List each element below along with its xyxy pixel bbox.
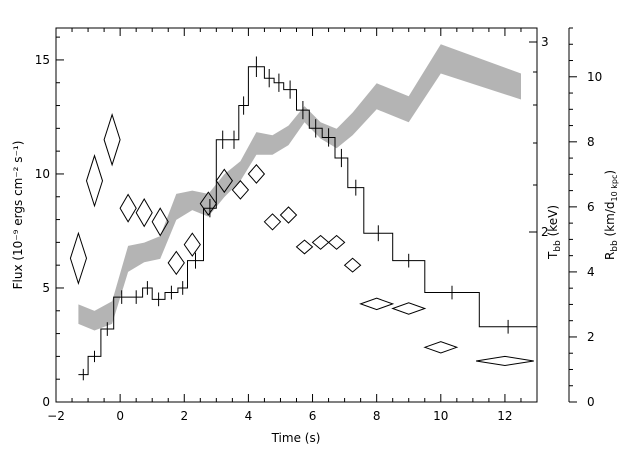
x-tick-label: 6 xyxy=(309,409,317,423)
right-axis-label: Rbb (km/d10 kpc) xyxy=(603,170,620,260)
middle-axis-label-main: T xyxy=(546,251,560,260)
x-tick-label: −2 xyxy=(47,409,65,423)
temperature-diamond xyxy=(135,198,153,228)
temperature-diamond-layer xyxy=(69,113,534,367)
right-axis-label-unit-sub: 10 kpc xyxy=(610,175,619,202)
x-tick-label: 0 xyxy=(116,409,124,423)
flux-histogram-layer xyxy=(78,56,537,381)
temperature-diamond xyxy=(343,257,362,273)
right-axis-label-sub: bb xyxy=(610,240,620,252)
x-tick-label: 8 xyxy=(373,409,381,423)
left-tick-label: 10 xyxy=(35,167,50,181)
left-axis-label: Flux (10⁻⁹ ergs cm⁻² s⁻¹) xyxy=(11,141,25,290)
temperature-diamond xyxy=(231,180,250,200)
x-tick-label: 12 xyxy=(497,409,512,423)
right-axis-label-unit-prefix: (km/d xyxy=(603,201,617,240)
temperature-diamond xyxy=(279,206,298,224)
axis-label-layer: Time (s) Flux (10⁻⁹ ergs cm⁻² s⁻¹) Tbb (… xyxy=(11,141,620,445)
right-tick-label: 8 xyxy=(587,135,595,149)
temperature-diamond xyxy=(263,213,282,231)
temperature-diamond xyxy=(151,207,169,237)
temperature-diamond xyxy=(391,302,427,315)
temperature-diamond xyxy=(103,113,121,167)
temperature-diamond xyxy=(69,231,88,286)
temperature-diamond xyxy=(423,341,459,354)
x-tick-label: 4 xyxy=(245,409,253,423)
middle-tick-label: 3 xyxy=(541,35,549,49)
middle-axis-label: Tbb (keV) xyxy=(546,205,563,260)
middle-tick-label: 2 xyxy=(541,225,549,239)
middle-axis-label-unit: (keV) xyxy=(546,205,560,240)
temperature-diamond xyxy=(311,234,330,250)
right-axis-label-main: R xyxy=(603,252,617,260)
temperature-diamond xyxy=(295,239,314,255)
temperature-diamond xyxy=(167,250,185,276)
right-tick-label: 4 xyxy=(587,265,595,279)
x-axis-label: Time (s) xyxy=(271,431,321,445)
temperature-diamond xyxy=(247,164,266,184)
x-tick-label: 10 xyxy=(433,409,448,423)
right-tick-label: 0 xyxy=(587,395,595,409)
middle-axis-label-sub: bb xyxy=(553,240,563,252)
temperature-diamond xyxy=(183,232,201,257)
temperature-diamond xyxy=(119,193,137,223)
temperature-diamond xyxy=(327,234,346,250)
right-axis-label-unit-suffix: ) xyxy=(603,170,617,175)
left-tick-label: 0 xyxy=(42,395,50,409)
temperature-diamond xyxy=(476,355,534,367)
right-tick-label: 10 xyxy=(587,70,602,84)
x-tick-label: 2 xyxy=(180,409,188,423)
left-tick-label: 15 xyxy=(35,53,50,67)
left-tick-label: 5 xyxy=(42,281,50,295)
radius-band xyxy=(78,44,522,331)
temperature-diamond xyxy=(199,191,217,216)
temperature-diamond xyxy=(215,168,234,194)
temperature-diamond xyxy=(359,297,395,311)
right-tick-label: 2 xyxy=(587,330,595,344)
right-tick-label: 6 xyxy=(587,200,595,214)
radius-band-layer xyxy=(78,44,522,331)
temperature-diamond xyxy=(85,154,104,208)
